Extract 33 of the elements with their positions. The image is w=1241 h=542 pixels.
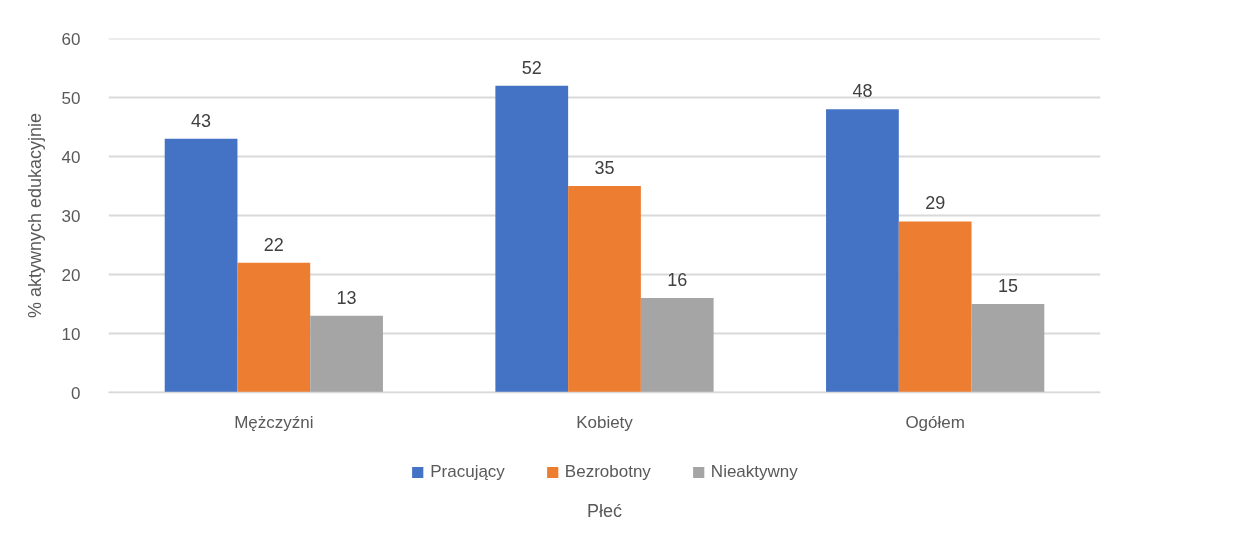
x-axis-title: Płeć (586, 500, 623, 521)
bar (310, 315, 383, 393)
x-tick-label: Kobiety (576, 412, 634, 432)
bar (640, 298, 714, 393)
data-label: 22 (263, 234, 284, 255)
bar (971, 304, 1045, 393)
y-tick-label: 30 (61, 206, 81, 226)
data-label: 13 (336, 287, 357, 308)
y-axis-title: % aktywnych edukacyjnie (24, 112, 45, 319)
bar (237, 262, 311, 393)
data-label: 29 (925, 193, 946, 214)
data-label: 15 (997, 276, 1018, 296)
data-label: 35 (594, 158, 615, 178)
legend-label: Pracujący (430, 462, 505, 482)
x-tick-label: Mężczyźni (234, 412, 314, 432)
bar (898, 221, 972, 393)
legend-label: Bezrobotny (564, 462, 651, 482)
data-label: 52 (521, 57, 542, 78)
data-label: 48 (852, 81, 873, 102)
bar (568, 186, 641, 393)
bar (164, 138, 238, 393)
legend-label: Nieaktywny (710, 462, 798, 482)
bar (495, 85, 569, 393)
x-tick-label: Ogółem (905, 412, 965, 432)
y-tick-label: 0 (71, 383, 81, 403)
data-label: 43 (191, 110, 212, 131)
y-tick-label: 40 (61, 147, 81, 167)
bar (826, 109, 899, 393)
y-tick-label: 60 (61, 29, 81, 49)
y-tick-label: 10 (61, 324, 81, 344)
y-tick-label: 50 (61, 88, 81, 108)
y-tick-label: 20 (61, 265, 81, 285)
data-label: 16 (667, 270, 688, 291)
